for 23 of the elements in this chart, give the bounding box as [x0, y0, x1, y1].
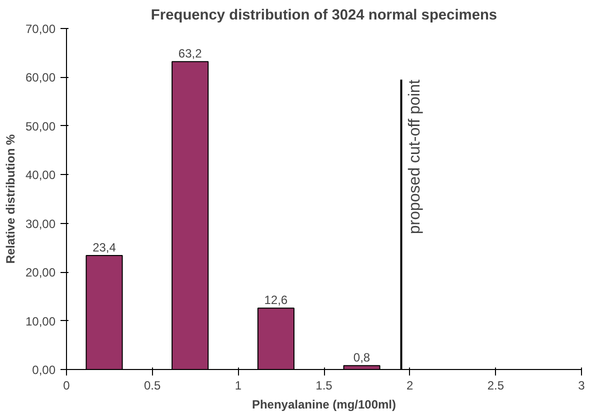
y-tick-label: 30,00 — [25, 216, 56, 231]
data-label: 23,4 — [92, 240, 116, 255]
y-tick-label: 0,00 — [32, 363, 56, 377]
ref-line-label: proposed cut-off point — [406, 79, 424, 234]
y-tick-label: 20,00 — [25, 266, 56, 280]
chart-title: Frequency distribution of 3024 normal specimens — [150, 8, 498, 24]
data-label: 12,6 — [264, 293, 288, 308]
y-tick-label: 40,00 — [25, 168, 56, 182]
x-tick-label: 2 — [406, 378, 414, 392]
x-tick-label: 3 — [578, 378, 586, 392]
data-label: 0,8 — [353, 350, 370, 365]
x-axis-title: Phenyalanine (mg/100ml) — [252, 398, 396, 412]
x-tick-label: 2.5 — [487, 378, 504, 392]
y-tick-label: 50,00 — [25, 119, 56, 134]
x-tick-label: 0 — [63, 378, 70, 392]
data-label: 63,2 — [178, 46, 202, 61]
x-tick-label: 0.5 — [144, 378, 161, 392]
x-tick-label: 1.5 — [316, 378, 333, 392]
y-tick-label: 60,00 — [25, 70, 56, 85]
y-tick-label: 10,00 — [25, 314, 56, 328]
y-tick-label: 70,00 — [25, 22, 56, 36]
y-axis-title: Relative distribution % — [3, 134, 18, 264]
x-tick-label: 1 — [234, 378, 242, 392]
